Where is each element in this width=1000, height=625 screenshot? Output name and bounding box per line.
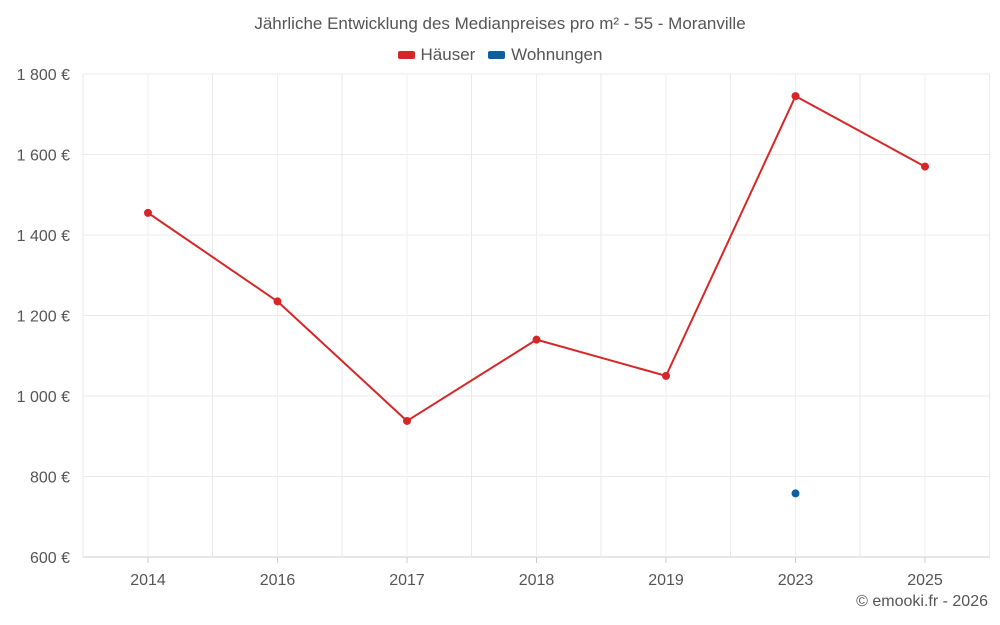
x-tick-label: 2018 xyxy=(519,572,555,589)
legend-item-wohnungen[interactable]: Wohnungen xyxy=(488,45,602,65)
chart-title: Jährliche Entwicklung des Medianpreises … xyxy=(254,14,746,33)
legend-label-haeuser: Häuser xyxy=(420,45,476,64)
legend: Häuser Wohnungen xyxy=(0,44,1000,65)
y-tick-label: 1 000 € xyxy=(17,389,70,406)
y-tick-label: 1 800 € xyxy=(17,67,70,84)
data-point-haeuser-2018[interactable] xyxy=(532,335,541,344)
credit-text: © emooki.fr - 2026 xyxy=(856,593,988,610)
data-point-wohnungen-2023[interactable] xyxy=(791,489,800,498)
legend-label-wohnungen: Wohnungen xyxy=(511,45,603,64)
x-tick-label: 2014 xyxy=(130,572,166,589)
x-tick-label: 2019 xyxy=(648,572,684,589)
y-tick-label: 1 400 € xyxy=(17,228,70,245)
x-tick-label: 2017 xyxy=(389,572,425,589)
legend-swatch-haeuser xyxy=(397,51,415,59)
data-point-haeuser-2014[interactable] xyxy=(144,208,152,217)
x-tick-label: 2023 xyxy=(778,572,814,589)
x-tick-label: 2016 xyxy=(260,572,296,589)
y-tick-label: 1 200 € xyxy=(17,309,70,326)
legend-item-haeuser[interactable]: Häuser xyxy=(397,45,476,65)
legend-swatch-wohnungen xyxy=(488,51,506,59)
data-point-haeuser-2017[interactable] xyxy=(403,416,411,425)
series xyxy=(144,92,929,498)
y-tick-label: 600 € xyxy=(30,550,70,567)
x-tick-label: 2025 xyxy=(907,572,943,589)
data-point-haeuser-2016[interactable] xyxy=(273,297,282,306)
y-tick-label: 800 € xyxy=(30,470,70,487)
data-point-haeuser-2019[interactable] xyxy=(662,371,670,380)
data-point-haeuser-2023[interactable] xyxy=(791,92,800,101)
grid xyxy=(82,73,990,558)
y-tick-label: 1 600 € xyxy=(17,148,70,165)
axes: 600 € 800 € 1 000 € 1 200 € 1 400 € 1 600 € 1 … xyxy=(17,67,943,589)
data-point-haeuser-2025[interactable] xyxy=(921,162,929,171)
